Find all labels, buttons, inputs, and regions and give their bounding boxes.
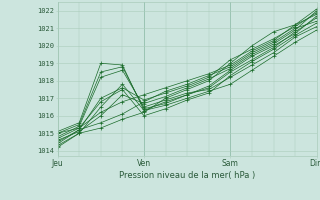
X-axis label: Pression niveau de la mer( hPa ): Pression niveau de la mer( hPa ) xyxy=(119,171,255,180)
